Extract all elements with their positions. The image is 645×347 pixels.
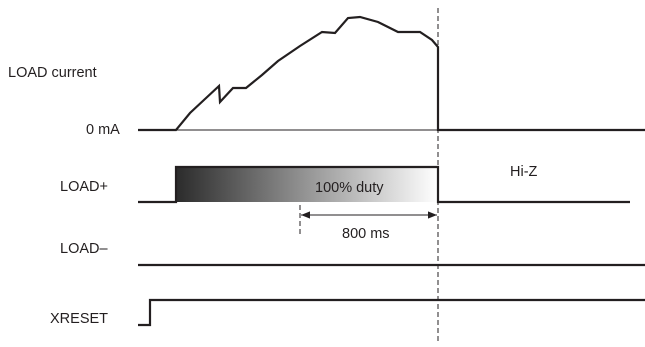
- label-load-current: LOAD current: [8, 65, 97, 81]
- hi-z-label: Hi-Z: [510, 164, 538, 180]
- duration-label: 800 ms: [342, 226, 390, 242]
- label-zero-ma: 0 mA: [86, 122, 120, 138]
- duty-label: 100% duty: [315, 180, 384, 196]
- load-plus-waveform: [138, 165, 630, 204]
- label-load-minus: LOAD–: [60, 241, 108, 257]
- label-load-plus: LOAD+: [60, 179, 108, 195]
- load-current-waveform: [138, 15, 645, 132]
- load-plus-duty-gradient: [176, 167, 438, 202]
- label-xreset: XRESET: [50, 311, 108, 327]
- xreset-waveform: [138, 298, 645, 327]
